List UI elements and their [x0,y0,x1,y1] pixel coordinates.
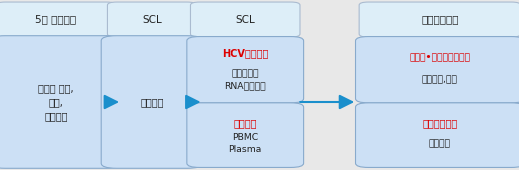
Text: 인체자원은행: 인체자원은행 [422,118,457,128]
Text: 검체수거: 검체수거 [140,97,163,107]
FancyBboxPatch shape [356,37,519,103]
FancyBboxPatch shape [359,2,519,37]
Text: 에이즈•종양바이러스과: 에이즈•종양바이러스과 [409,53,470,62]
Text: SCL: SCL [142,15,162,24]
FancyBboxPatch shape [356,103,519,167]
Text: PBMC
Plasma: PBMC Plasma [228,133,262,154]
Text: 결과수집,분석: 결과수집,분석 [422,75,458,84]
FancyBboxPatch shape [190,2,300,37]
Text: 대상자 선정,
채혈,
원심분리: 대상자 선정, 채혈, 원심분리 [38,83,74,121]
FancyBboxPatch shape [101,36,202,168]
Text: 질병관리본부: 질병관리본부 [421,15,459,24]
FancyBboxPatch shape [107,2,196,37]
Text: SCL: SCL [235,15,255,24]
Text: 유전형검사
RNA정량검사: 유전형검사 RNA정량검사 [224,70,266,90]
Text: 시료제작: 시료제작 [234,118,257,128]
FancyBboxPatch shape [0,36,122,168]
Text: HCV특성분석: HCV특성분석 [222,48,268,58]
Text: 5개 참여병원: 5개 참여병원 [35,15,76,24]
FancyBboxPatch shape [187,37,304,103]
Text: 시료보관: 시료보관 [429,139,451,148]
FancyBboxPatch shape [187,103,304,167]
FancyBboxPatch shape [0,2,116,37]
